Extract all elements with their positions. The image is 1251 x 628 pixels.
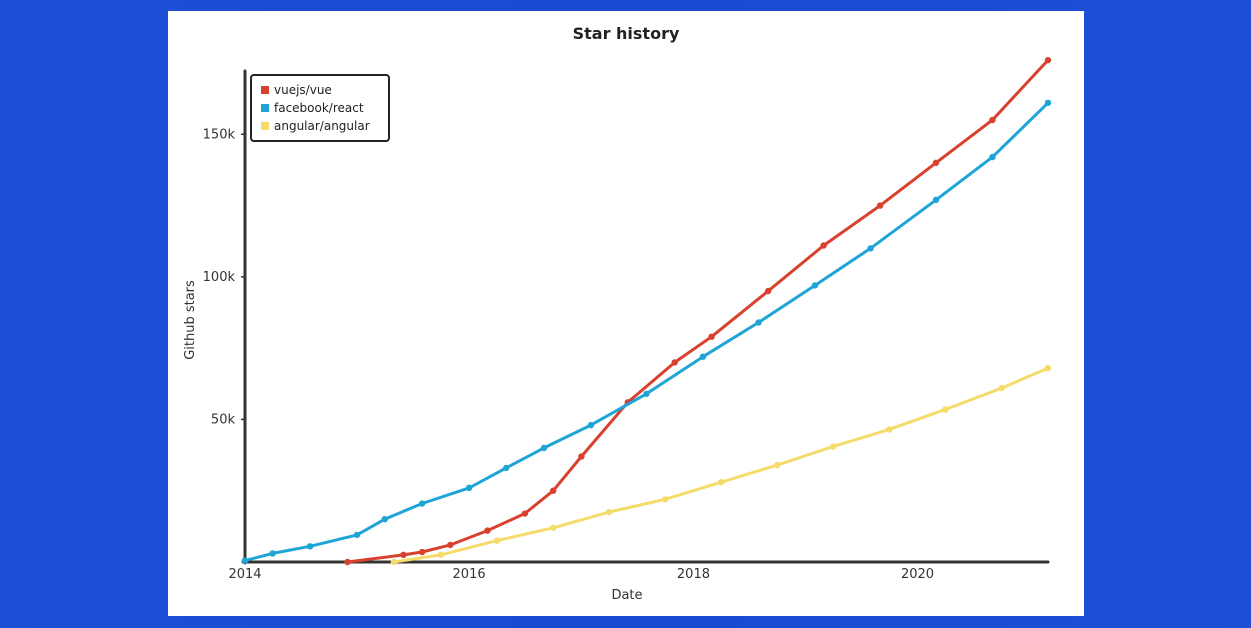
series-vuejs-vue xyxy=(344,56,1052,566)
data-point xyxy=(390,558,398,566)
data-point xyxy=(521,510,529,517)
data-point xyxy=(484,527,491,534)
data-point xyxy=(867,245,874,252)
data-point xyxy=(886,426,893,433)
data-point xyxy=(549,524,557,531)
legend: vuejs/vue facebook/react angular/angular xyxy=(250,74,390,142)
data-point xyxy=(587,421,595,429)
data-point xyxy=(447,541,454,549)
series-line xyxy=(346,58,1050,564)
legend-swatch xyxy=(261,104,269,112)
data-point xyxy=(1044,99,1052,107)
y-axis-label: Github stars xyxy=(183,280,198,360)
x-tick-label: 2018 xyxy=(677,567,710,582)
star-history-chart: Star history Date Github stars 2014 2016 2… xyxy=(183,24,1052,603)
data-point xyxy=(418,548,426,556)
data-point xyxy=(932,159,940,166)
data-point xyxy=(549,487,557,494)
data-point xyxy=(932,196,940,204)
data-point xyxy=(353,531,361,539)
y-tick-label: 150k xyxy=(203,127,236,142)
series-facebook-react xyxy=(241,99,1052,564)
legend-entry: vuejs/vue xyxy=(274,83,332,97)
y-tick-label: 100k xyxy=(203,270,236,285)
data-point xyxy=(811,282,819,289)
series-line xyxy=(392,366,1050,564)
y-tick-label: 50k xyxy=(211,412,236,427)
data-point xyxy=(381,516,388,523)
chart-title: Star history xyxy=(573,24,680,43)
data-point xyxy=(643,390,650,397)
data-point xyxy=(465,484,473,492)
data-point xyxy=(437,551,445,559)
data-point xyxy=(418,500,426,507)
data-point xyxy=(876,202,884,209)
data-point xyxy=(708,333,715,340)
x-tick-label: 2020 xyxy=(901,567,934,582)
legend-entry: facebook/react xyxy=(274,101,364,115)
data-point xyxy=(503,464,510,472)
x-axis-label: Date xyxy=(611,588,642,603)
data-point xyxy=(998,384,1005,392)
legend-swatch xyxy=(261,122,269,130)
x-tick-label: 2016 xyxy=(453,567,486,582)
data-point xyxy=(344,558,351,566)
legend-swatch xyxy=(261,86,269,94)
legend-entry: angular/angular xyxy=(274,119,370,133)
data-point xyxy=(989,116,996,124)
data-point xyxy=(774,461,781,469)
series-angular-angular xyxy=(390,364,1052,566)
data-point xyxy=(493,537,501,544)
data-point xyxy=(829,443,837,450)
data-point xyxy=(269,550,276,557)
data-point xyxy=(671,359,678,366)
chart-card: Star history Date Github stars 2014 2016 2… xyxy=(168,11,1084,616)
data-point xyxy=(820,242,827,249)
data-point xyxy=(605,508,613,516)
axes xyxy=(241,69,1050,565)
data-point xyxy=(578,453,585,460)
data-point xyxy=(1044,56,1052,64)
data-point xyxy=(942,406,949,413)
data-point xyxy=(764,287,772,295)
data-point xyxy=(699,353,707,360)
data-point xyxy=(540,444,548,452)
data-point xyxy=(241,557,249,564)
data-point xyxy=(400,551,407,559)
data-point xyxy=(989,153,996,161)
data-point xyxy=(662,496,669,503)
axis-ticks: 2014 2016 2018 2020 50k 100k 150k xyxy=(203,127,934,582)
x-tick-label: 2014 xyxy=(228,567,261,582)
data-point xyxy=(717,478,725,486)
data-point xyxy=(755,319,762,326)
data-point xyxy=(1044,364,1052,372)
data-point xyxy=(306,543,314,550)
legend-box xyxy=(250,74,390,142)
series-layer xyxy=(241,56,1052,566)
series-line xyxy=(243,101,1050,563)
